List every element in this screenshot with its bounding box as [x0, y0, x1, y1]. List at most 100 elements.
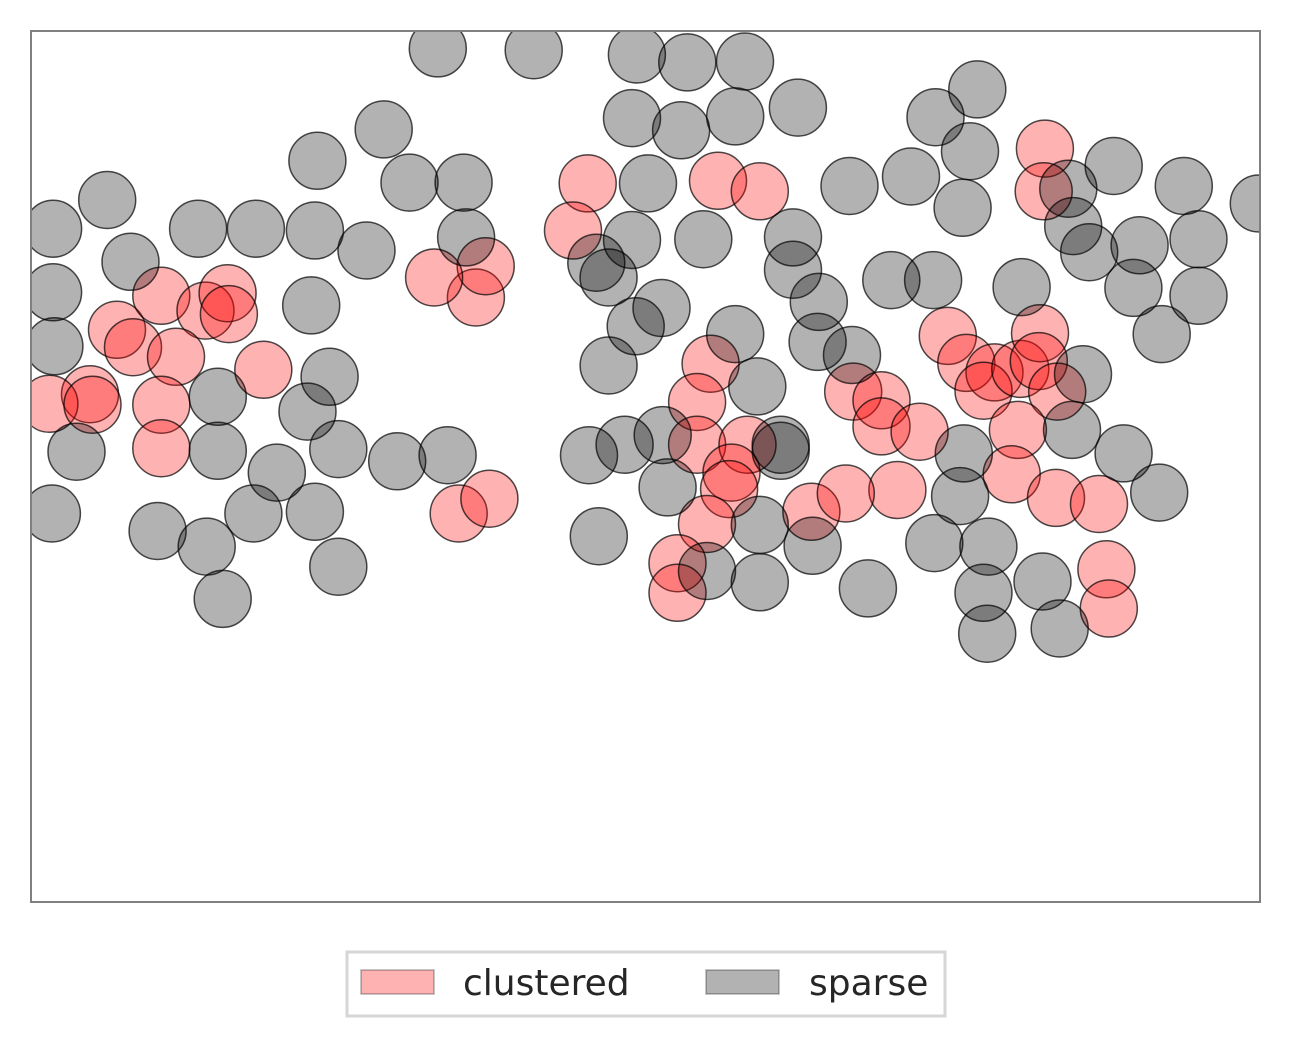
legend-swatch-sparse — [705, 969, 780, 995]
clustered-point — [852, 371, 911, 430]
clustered-point — [146, 327, 206, 387]
sparse-point — [77, 170, 137, 230]
sparse-point — [1154, 156, 1214, 216]
clustered-point — [730, 162, 790, 221]
sparse-point — [354, 100, 413, 159]
clustered-point — [404, 248, 464, 307]
sparse-point — [188, 421, 248, 481]
sparse-point — [903, 250, 963, 310]
sparse-point — [504, 31, 563, 80]
sparse-point — [930, 466, 990, 526]
sparse-point — [602, 210, 662, 270]
sparse-point — [638, 458, 697, 517]
sparse-point — [1169, 209, 1228, 269]
sparse-point — [677, 541, 737, 601]
sparse-point — [1059, 222, 1119, 282]
sparse-point — [436, 208, 496, 267]
sparse-point — [651, 101, 711, 160]
sparse-point — [705, 304, 765, 364]
sparse-point — [380, 153, 439, 212]
sparse-point — [633, 405, 692, 465]
clustered-point — [667, 372, 727, 432]
sparse-point — [168, 199, 228, 258]
sparse-point — [559, 425, 619, 485]
sparse-point — [300, 347, 359, 407]
sparse-point — [957, 604, 1017, 663]
clustered-point — [816, 464, 876, 523]
sparse-point — [1042, 400, 1102, 460]
clustered-point — [648, 533, 707, 593]
sparse-point — [632, 278, 691, 338]
sparse-point — [224, 484, 283, 543]
sparse-point — [101, 232, 160, 292]
sparse-point — [674, 209, 733, 269]
sparse-point — [309, 419, 368, 479]
clustered-point — [890, 402, 949, 461]
clustered-point — [1009, 331, 1069, 391]
sparse-point — [881, 147, 941, 206]
legend-swatch-clustered — [360, 969, 435, 995]
clustered-point — [954, 361, 1013, 420]
sparse-point — [607, 31, 667, 84]
sparse-point — [1169, 266, 1228, 326]
sparse-point — [705, 87, 765, 146]
sparse-point — [602, 88, 662, 148]
legend-label-sparse: sparse — [809, 963, 928, 1004]
clustered-point — [198, 263, 257, 323]
sparse-point — [128, 501, 187, 561]
sparse-point — [31, 199, 83, 258]
sparse-point — [763, 240, 823, 299]
sparse-point — [751, 421, 810, 481]
sparse-point — [31, 484, 82, 543]
clustered-point — [87, 300, 147, 360]
sparse-point — [862, 250, 921, 310]
sparse-point — [934, 424, 994, 483]
sparse-point — [31, 317, 84, 376]
clustered-point — [63, 375, 122, 434]
clustered-point — [234, 340, 293, 400]
clustered-point — [1077, 540, 1136, 599]
clustered-point — [1069, 474, 1129, 534]
sparse-point — [569, 506, 629, 566]
sparse-point — [658, 33, 717, 92]
clustered-point — [132, 266, 191, 326]
sparse-point — [783, 516, 842, 576]
sparse-point — [788, 312, 847, 372]
sparse-point — [1129, 463, 1189, 522]
clustered-point — [132, 418, 191, 478]
clustered-point — [1015, 119, 1075, 178]
sparse-point — [285, 201, 345, 260]
sparse-point — [309, 537, 368, 596]
clustered-point — [648, 563, 707, 623]
sparse-point — [728, 357, 787, 416]
clustered-point — [782, 482, 841, 542]
sparse-point — [418, 425, 477, 485]
sparse-point — [579, 248, 638, 307]
sparse-point — [1229, 174, 1260, 233]
sparse-point — [763, 208, 823, 267]
sparse-point — [820, 156, 879, 216]
sparse-point — [288, 131, 347, 191]
sparse-point — [1132, 304, 1191, 364]
sparse-point — [1110, 216, 1169, 275]
clustered-point — [31, 374, 79, 434]
sparse-point — [193, 569, 252, 629]
sparse-point — [905, 513, 964, 573]
sparse-point — [31, 263, 83, 322]
sparse-point — [940, 121, 1000, 181]
sparse-point — [838, 559, 898, 618]
legend-box — [345, 950, 947, 1018]
sparse-point — [1030, 599, 1089, 658]
sparse-point — [226, 199, 286, 258]
sparse-point — [408, 31, 468, 78]
sparse-point — [285, 482, 345, 542]
sparse-point — [730, 553, 790, 612]
clustered-point — [558, 154, 617, 213]
clustered-point — [965, 343, 1024, 402]
sparse-point — [1104, 258, 1163, 318]
sparse-point — [948, 60, 1007, 119]
sparse-point — [768, 78, 828, 137]
sparse-point — [337, 221, 396, 280]
